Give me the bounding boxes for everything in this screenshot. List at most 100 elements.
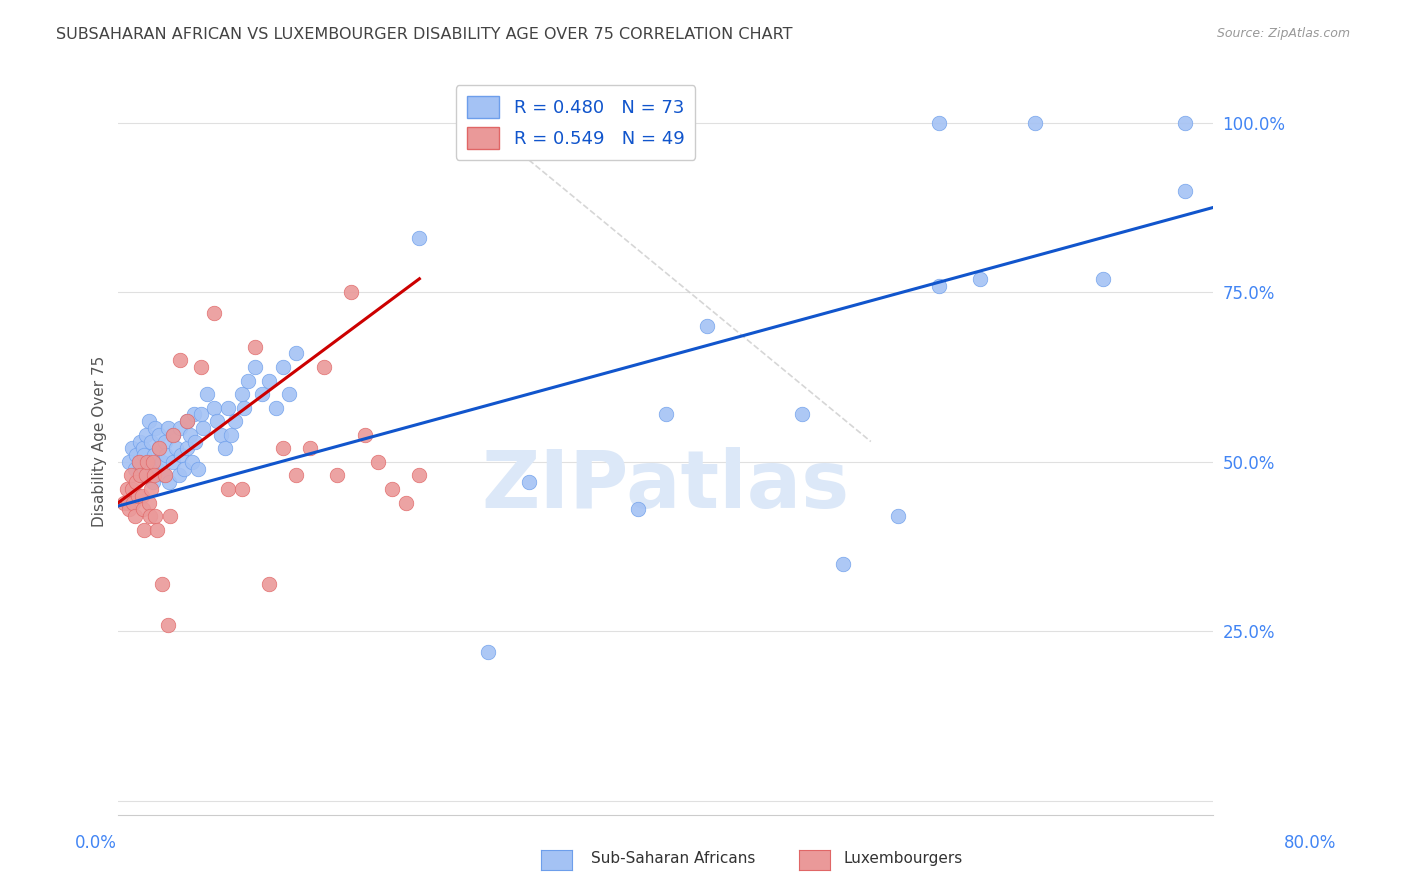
Point — [887, 509, 910, 524]
Point — [250, 387, 273, 401]
Point — [312, 359, 335, 374]
Point — [169, 421, 191, 435]
Point — [214, 442, 236, 456]
Point — [125, 448, 148, 462]
Point — [145, 461, 167, 475]
Point — [205, 414, 228, 428]
Point — [156, 617, 179, 632]
Point — [125, 475, 148, 490]
Point — [271, 442, 294, 456]
Point — [217, 482, 239, 496]
Point — [340, 285, 363, 300]
Point — [326, 468, 349, 483]
Point — [190, 408, 212, 422]
Point — [202, 306, 225, 320]
Point — [477, 116, 499, 130]
Point — [832, 557, 855, 571]
Point — [257, 374, 280, 388]
Point — [969, 272, 991, 286]
Point — [121, 482, 143, 496]
Point — [150, 455, 173, 469]
Point — [141, 434, 163, 449]
Point — [145, 509, 167, 524]
Point — [477, 645, 499, 659]
Point — [124, 509, 146, 524]
Y-axis label: Disability Age Over 75: Disability Age Over 75 — [93, 356, 107, 527]
Point — [143, 448, 166, 462]
Point — [298, 442, 321, 456]
Point — [134, 448, 156, 462]
Point — [179, 427, 201, 442]
Point — [224, 414, 246, 428]
Point — [148, 442, 170, 456]
Point — [353, 427, 375, 442]
Point — [928, 278, 950, 293]
Point — [381, 482, 404, 496]
Point — [170, 448, 193, 462]
Point — [128, 455, 150, 469]
Point — [115, 482, 138, 496]
Point — [167, 468, 190, 483]
Point — [118, 502, 141, 516]
Point — [627, 502, 650, 516]
Point — [209, 427, 232, 442]
Point — [231, 387, 253, 401]
Point — [148, 442, 170, 456]
Point — [156, 421, 179, 435]
Point — [183, 408, 205, 422]
Point — [395, 495, 418, 509]
Point — [120, 468, 142, 483]
Point — [1024, 116, 1046, 130]
Point — [176, 442, 198, 456]
Point — [122, 495, 145, 509]
Point — [367, 455, 389, 469]
Point — [1174, 184, 1197, 198]
Point — [184, 434, 207, 449]
Point — [169, 353, 191, 368]
Point — [132, 442, 155, 456]
Text: ZIPatlas: ZIPatlas — [481, 447, 849, 525]
Point — [162, 427, 184, 442]
Point — [155, 448, 177, 462]
Point — [165, 442, 187, 456]
Point — [792, 408, 814, 422]
Point — [217, 401, 239, 415]
Point — [148, 427, 170, 442]
Point — [1092, 272, 1115, 286]
Point — [181, 455, 204, 469]
Point — [129, 468, 152, 483]
Point — [112, 495, 135, 509]
Point — [138, 414, 160, 428]
Point — [139, 509, 162, 524]
Point — [219, 427, 242, 442]
Point — [176, 414, 198, 428]
Point — [152, 468, 174, 483]
Point — [127, 489, 149, 503]
Point — [278, 387, 301, 401]
Point — [257, 577, 280, 591]
Point — [654, 408, 676, 422]
Point — [129, 434, 152, 449]
Point — [142, 455, 165, 469]
Point — [124, 461, 146, 475]
Point — [157, 475, 180, 490]
Point — [271, 359, 294, 374]
Point — [135, 468, 157, 483]
Point — [517, 475, 540, 490]
Text: Source: ZipAtlas.com: Source: ZipAtlas.com — [1216, 27, 1350, 40]
Text: Sub-Saharan Africans: Sub-Saharan Africans — [591, 851, 755, 865]
Point — [245, 359, 267, 374]
Point — [696, 319, 718, 334]
Point — [131, 489, 153, 503]
Point — [245, 340, 267, 354]
Point — [162, 427, 184, 442]
Point — [128, 455, 150, 469]
Point — [285, 468, 308, 483]
Point — [159, 509, 181, 524]
Point — [141, 482, 163, 496]
Point — [136, 455, 159, 469]
Point — [187, 461, 209, 475]
Point — [408, 231, 430, 245]
Point — [193, 421, 215, 435]
Point — [150, 577, 173, 591]
